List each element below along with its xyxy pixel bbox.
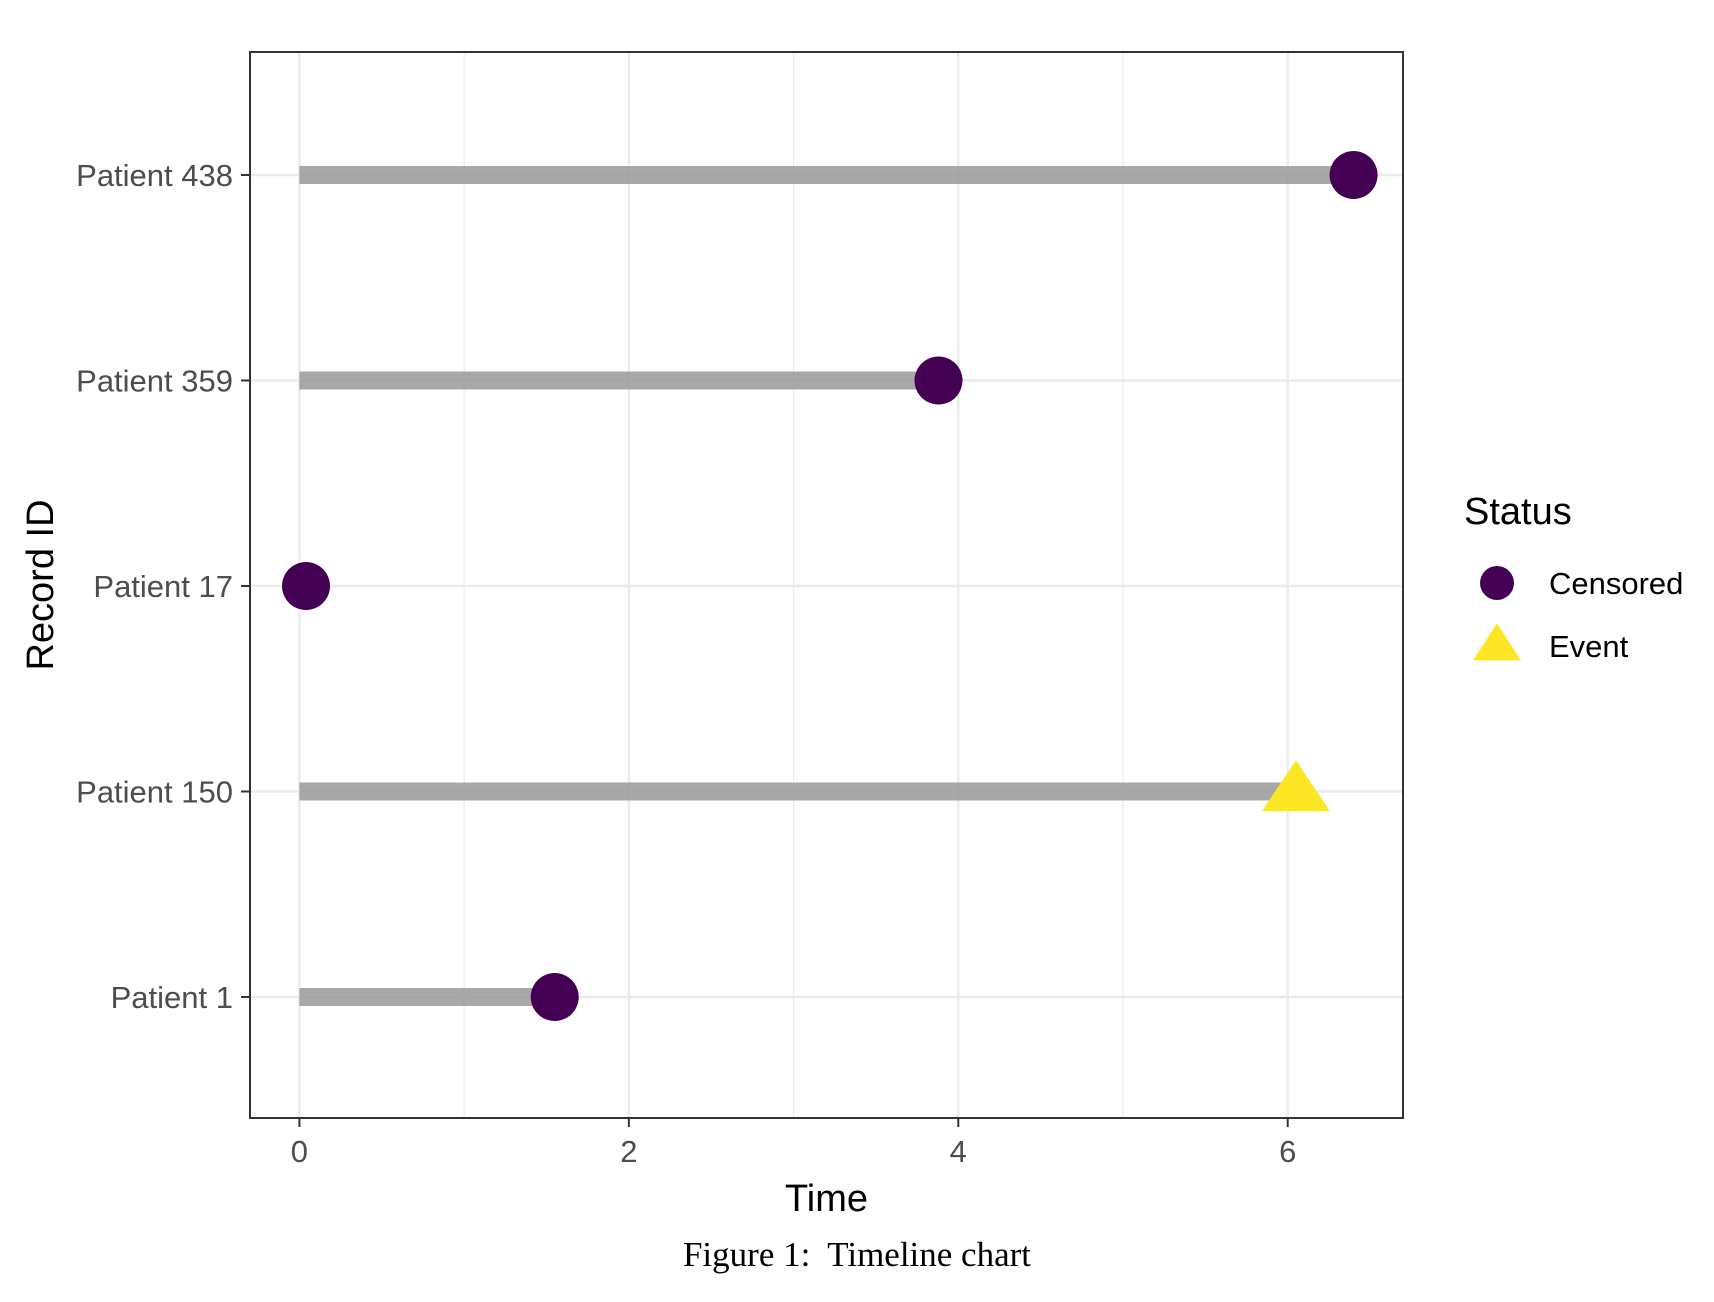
- y-tick-label: Patient 17: [93, 569, 233, 604]
- x-tick-label: 0: [291, 1134, 308, 1169]
- grid-lines: [250, 52, 1403, 1118]
- censored-point: [1329, 151, 1378, 199]
- legend-key-censored: [1480, 566, 1514, 600]
- legend: Status Censored Event: [1464, 491, 1683, 664]
- y-tick-label: Patient 359: [76, 364, 233, 399]
- y-tick-label: Patient 1: [111, 980, 233, 1015]
- legend-title: Status: [1464, 491, 1572, 533]
- timeline-points: [282, 151, 1378, 1021]
- legend-label: Event: [1549, 629, 1629, 664]
- y-axis-title: Record ID: [20, 499, 62, 670]
- figure-caption: Figure 1: Timeline chart: [682, 1235, 1032, 1274]
- x-tick-label: 2: [620, 1134, 637, 1169]
- legend-key-event: [1473, 623, 1521, 661]
- legend-label: Censored: [1549, 566, 1683, 601]
- censored-point: [914, 356, 963, 405]
- y-tick-label: Patient 150: [76, 775, 233, 810]
- event-point: [1261, 760, 1330, 812]
- y-tick-label: Patient 438: [76, 158, 233, 193]
- censored-point: [530, 973, 579, 1021]
- axes: 0 2 4 6 Patient 1 Patient 150 Patient 17 Patien…: [76, 158, 1296, 1169]
- censored-point: [282, 562, 331, 610]
- x-tick-label: 4: [950, 1134, 967, 1169]
- x-axis-title: Time: [785, 1178, 868, 1220]
- x-tick-label: 6: [1279, 1134, 1296, 1169]
